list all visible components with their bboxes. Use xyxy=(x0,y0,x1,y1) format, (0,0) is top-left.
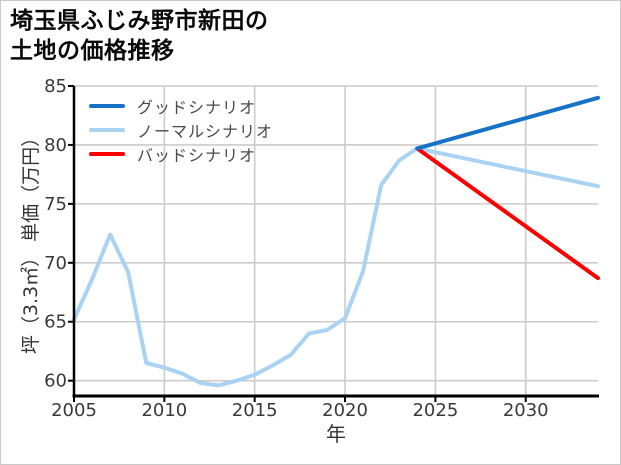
x-tick-label: 2005 xyxy=(51,400,97,421)
y-tick-label: 75 xyxy=(44,194,67,215)
y-tick-label: 65 xyxy=(44,312,67,333)
legend-item-good-scenario: グッドシナリオ xyxy=(89,94,273,118)
y-tick-label: 80 xyxy=(44,135,67,156)
legend-label-good: グッドシナリオ xyxy=(137,98,257,117)
x-tick-label: 2020 xyxy=(322,400,368,421)
bad-scenario-line-swatch xyxy=(89,152,125,156)
legend-item-bad-scenario: バッドシナリオ xyxy=(89,142,273,166)
good-scenario-line-swatch xyxy=(89,104,125,108)
normal-scenario-line-swatch xyxy=(89,128,125,132)
chart-title: 埼玉県ふじみ野市新田の 土地の価格推移 xyxy=(10,8,269,64)
legend: グッドシナリオ ノーマルシナリオ バッドシナリオ xyxy=(89,94,273,166)
x-tick-label: 2025 xyxy=(412,400,458,421)
legend-label-bad: バッドシナリオ xyxy=(137,146,257,165)
y-axis-label: 坪（3.3㎡） 単価（万円） xyxy=(20,127,42,355)
legend-item-normal-scenario: ノーマルシナリオ xyxy=(89,118,273,142)
y-tick-label: 60 xyxy=(44,371,67,392)
series-line-バッドシナリオ xyxy=(415,146,600,281)
x-tick-label: 2010 xyxy=(141,400,187,421)
series-line-ノーマルシナリオ xyxy=(72,146,600,388)
legend-label-normal: ノーマルシナリオ xyxy=(137,122,274,141)
x-tick-label: 2030 xyxy=(503,400,549,421)
x-tick-label: 2015 xyxy=(232,400,278,421)
y-tick-label: 70 xyxy=(44,253,67,274)
x-axis-label: 年 xyxy=(326,422,346,446)
series-line-グッドシナリオ xyxy=(415,95,600,151)
y-tick-label: 85 xyxy=(44,76,67,97)
